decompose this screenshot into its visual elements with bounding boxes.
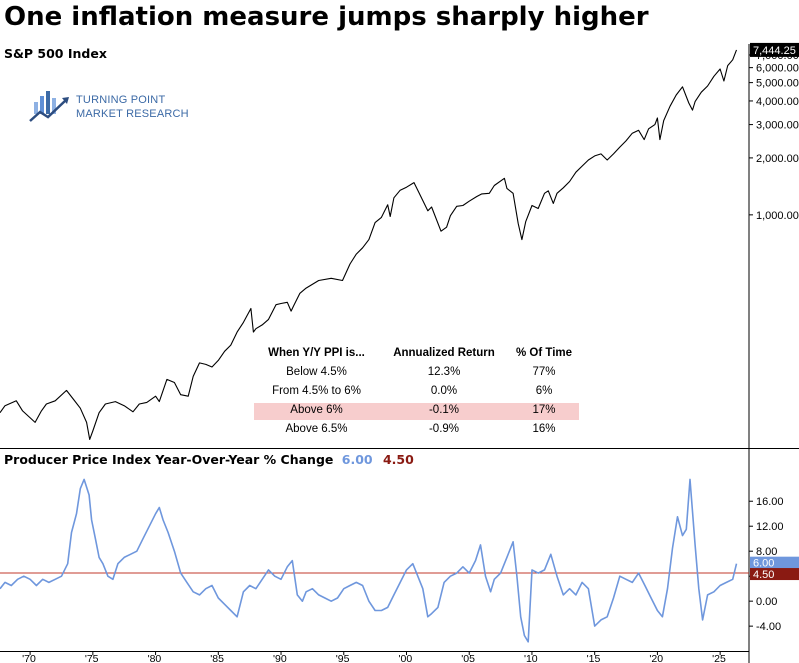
page-title: One inflation measure jumps sharply high… — [4, 2, 649, 32]
table-cell-condition: From 4.5% to 6% — [272, 385, 361, 397]
table-cell-return: -0.9% — [428, 423, 460, 435]
table-row-highlighted: Above 6% -0.1% 17% — [254, 403, 579, 420]
threshold-legend-value: 4.50 — [382, 452, 414, 467]
ppi-series-line — [0, 478, 738, 643]
table-cell-condition: Above 6.5% — [285, 423, 348, 435]
x-tick-label: '75 — [85, 653, 99, 663]
threshold-badge-label: 4.50 — [753, 569, 774, 581]
x-tick-label: '80 — [148, 653, 162, 663]
table-cell-condition: Above 6% — [290, 404, 343, 416]
table-cell-return: 12.3% — [427, 366, 461, 378]
table-row: From 4.5% to 6% 0.0% 6% — [254, 384, 579, 401]
x-tick-label: '95 — [336, 653, 350, 663]
ppi-y-tick-label: 8.00 — [756, 546, 777, 558]
spx-panel-title: S&P 500 Index — [4, 46, 107, 61]
spx-y-tick-label: 3,000.00 — [756, 120, 799, 132]
x-tick-label: '20 — [649, 653, 663, 663]
table-row: Below 4.5% 12.3% 77% — [254, 365, 579, 382]
spx-y-tick-label: 7,000.00 — [756, 50, 799, 62]
spx-y-tick-label: 1,000.00 — [756, 210, 799, 222]
x-tick-label: '05 — [461, 653, 475, 663]
spx-y-tick-label: 5,000.00 — [756, 78, 799, 90]
table-cell-return: -0.1% — [428, 404, 460, 416]
ppi-y-tick-label: 4.00 — [756, 571, 777, 583]
x-tick-label: '00 — [398, 653, 412, 663]
ppi-title-text: Producer Price Index Year-Over-Year % Ch… — [4, 452, 334, 467]
x-tick-label: '70 — [22, 653, 36, 663]
ppi-y-tick-label: 16.00 — [756, 496, 784, 508]
logo-text-line1: TURNING POINT — [76, 94, 166, 106]
ppi-y-tick-label: 0.00 — [756, 596, 777, 608]
x-tick-label: '25 — [712, 653, 726, 663]
ppi-legend-value: 6.00 — [341, 452, 373, 467]
bar-chart-logo-icon — [29, 91, 69, 122]
spx-last-value-label: 7,444.25 — [753, 45, 796, 57]
table-cell-time: 6% — [535, 385, 553, 397]
turning-point-logo: TURNING POINT MARKET RESEARCH — [28, 88, 189, 128]
table-header-time: % Of Time — [515, 347, 573, 359]
table-row: Above 6.5% -0.9% 16% — [254, 422, 579, 439]
ppi-last-value-badge — [750, 556, 799, 569]
table-cell-condition: Below 4.5% — [286, 366, 347, 378]
spx-y-tick-label: 2,000.00 — [756, 153, 799, 165]
x-tick-label: '85 — [210, 653, 224, 663]
ppi-last-value-label: 6.00 — [753, 558, 774, 570]
ppi-panel-title: Producer Price Index Year-Over-Year % Ch… — [4, 452, 414, 467]
spx-last-value-badge — [750, 42, 799, 57]
spx-y-tick-label: 6,000.00 — [756, 63, 799, 75]
table-header-return: Annualized Return — [393, 347, 495, 359]
x-tick-label: '90 — [273, 653, 287, 663]
table-cell-time: 17% — [532, 404, 556, 416]
table-header-row: When Y/Y PPI is... Annualized Return % O… — [254, 346, 579, 363]
table-cell-time: 77% — [532, 366, 556, 378]
table-cell-time: 16% — [532, 423, 556, 435]
ppi-y-tick-label: -4.00 — [756, 621, 781, 633]
ppi-y-tick-label: 12.00 — [756, 521, 784, 533]
table-cell-return: 0.0% — [430, 385, 458, 397]
threshold-badge — [750, 568, 799, 581]
x-tick-label: '10 — [524, 653, 538, 663]
table-header-condition: When Y/Y PPI is... — [268, 347, 365, 359]
x-tick-label: '15 — [587, 653, 601, 663]
spx-y-tick-label: 4,000.00 — [756, 96, 799, 108]
logo-text-line2: MARKET RESEARCH — [76, 108, 189, 120]
